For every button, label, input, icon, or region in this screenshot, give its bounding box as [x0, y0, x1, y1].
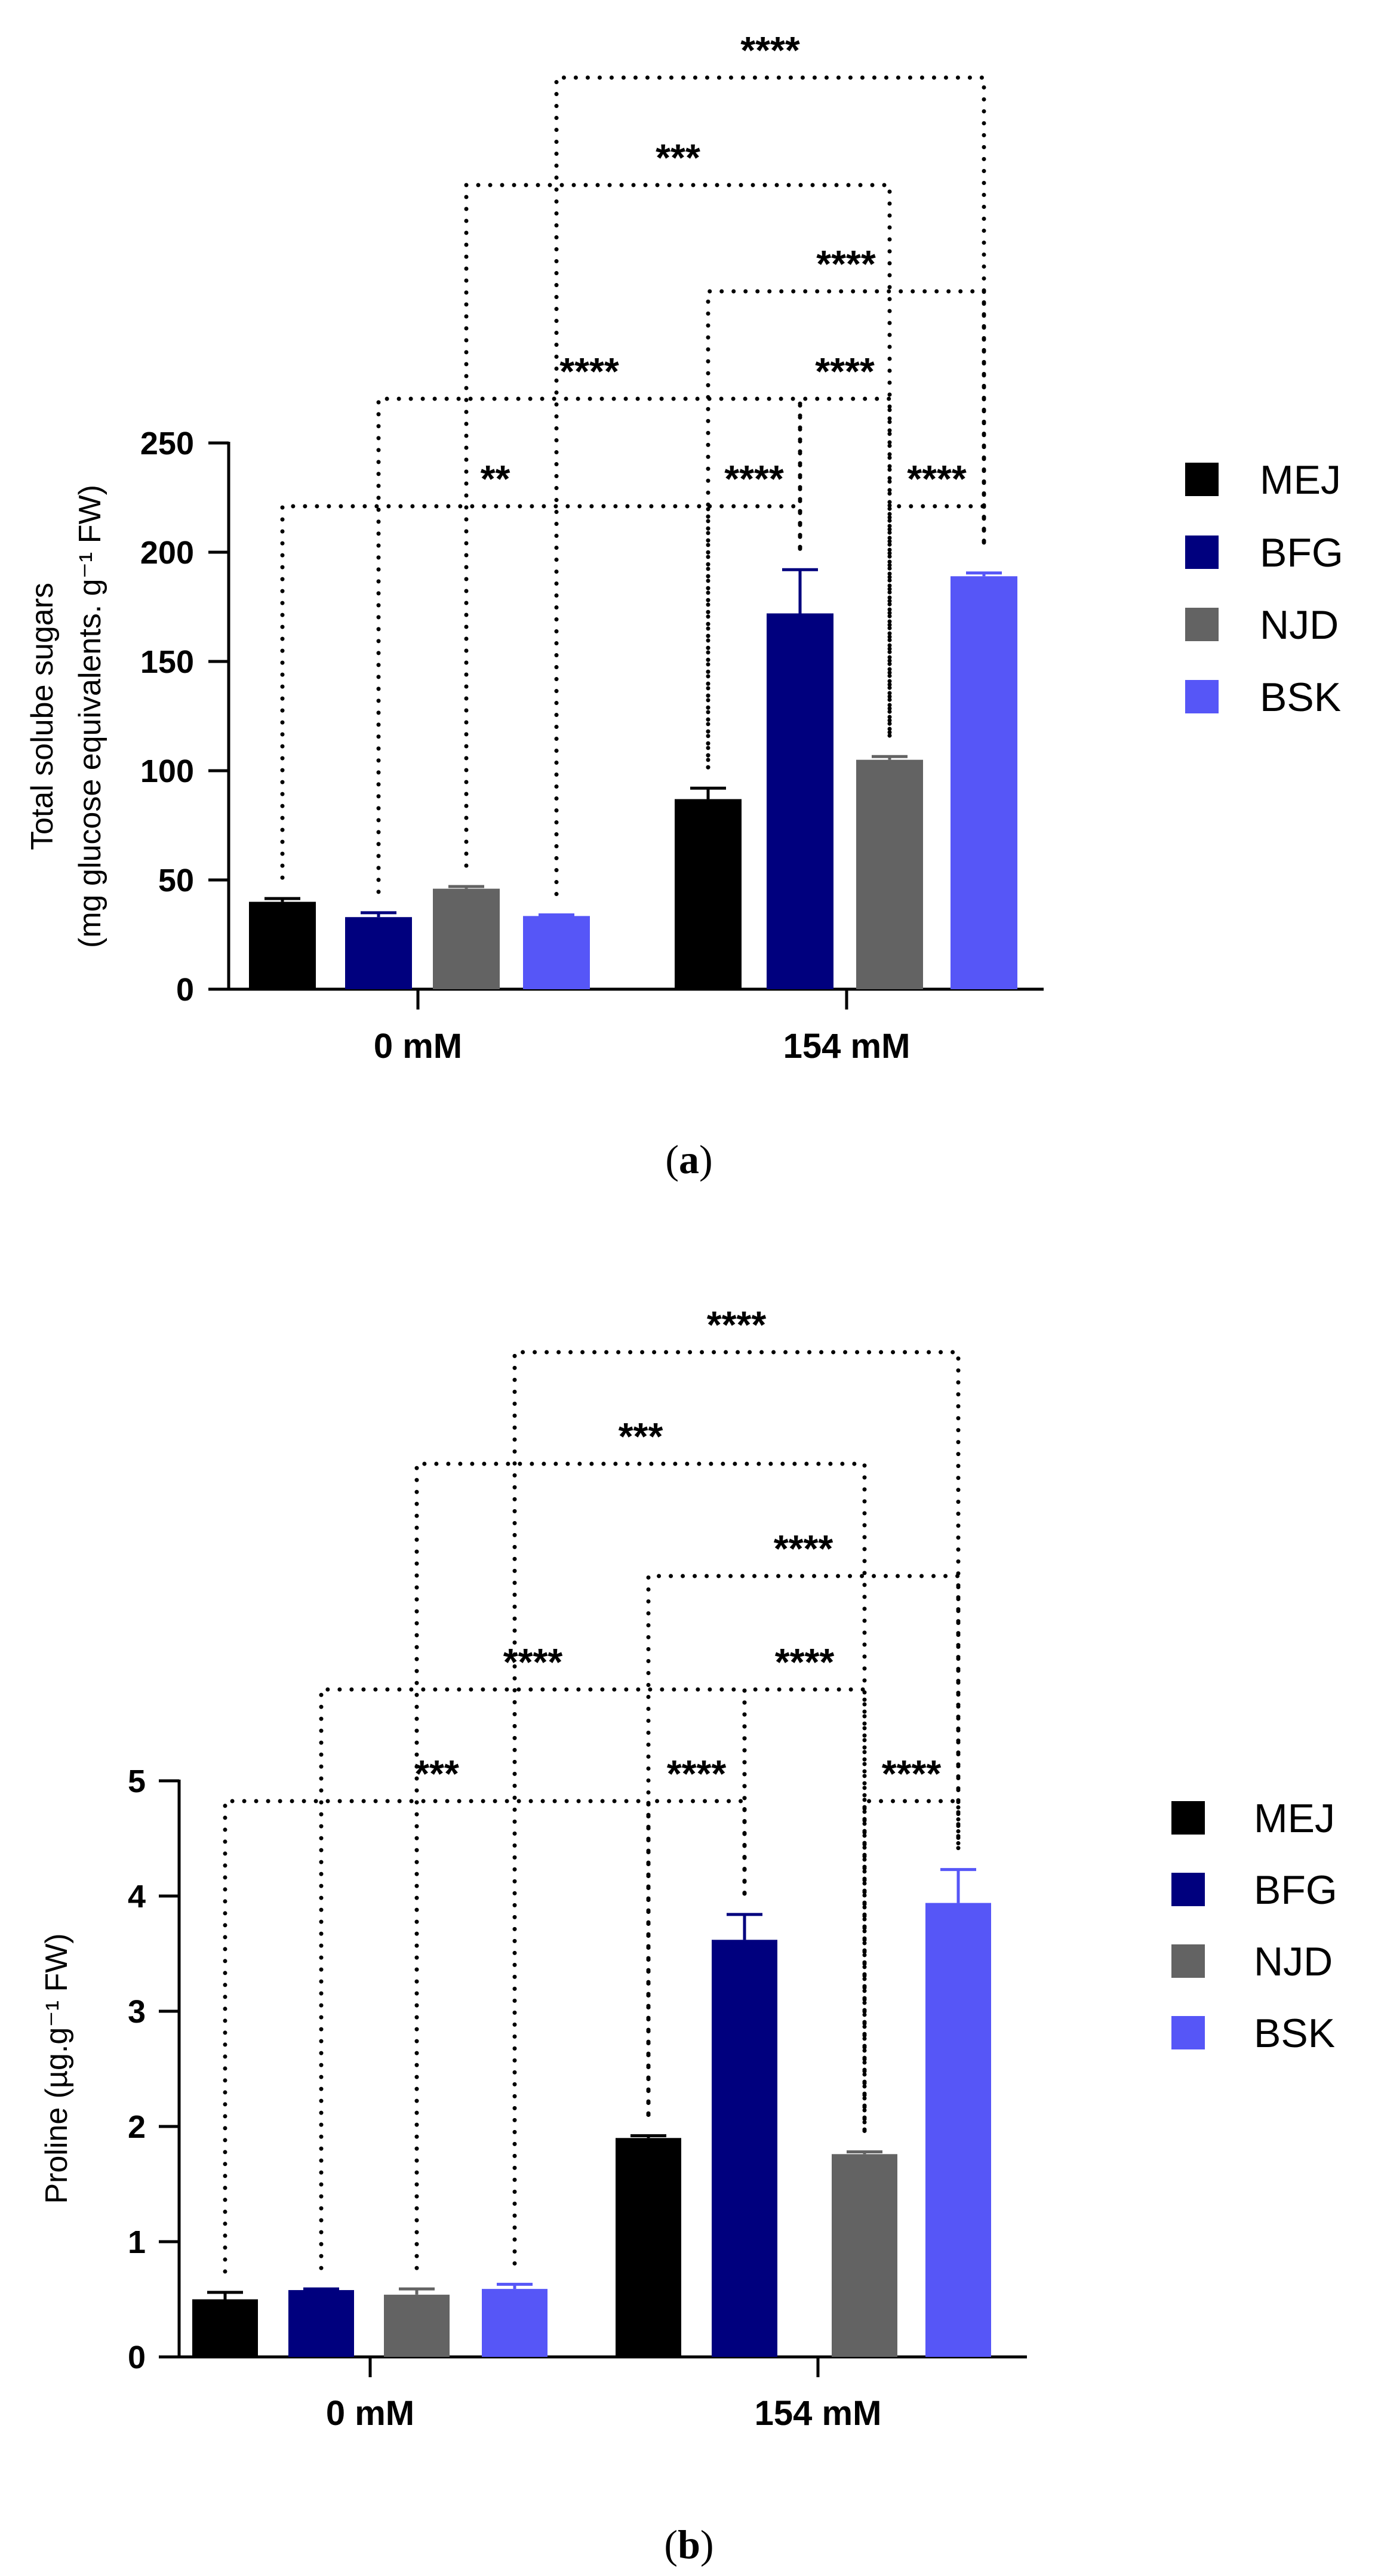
- bar-bfg: [712, 1940, 777, 2357]
- panel-caption: (a): [665, 1137, 712, 1182]
- y-axis-title-units: (mg glucose equivalents. g⁻¹ FW): [73, 485, 107, 948]
- significance-label: ****: [503, 1641, 563, 1684]
- bar-mej: [675, 799, 742, 989]
- bar-bsk: [523, 916, 590, 989]
- panel-caption-part: ): [700, 2522, 714, 2567]
- legend-swatch-bsk: [1171, 2016, 1205, 2049]
- panel-caption-part: b: [678, 2522, 700, 2567]
- y-tick-label: 200: [140, 535, 194, 571]
- bar-mej: [249, 901, 316, 989]
- bar-bsk: [925, 1903, 991, 2357]
- bar-bsk: [482, 2289, 547, 2357]
- bar-njd: [384, 2294, 450, 2357]
- significance-bracket: [512, 1350, 961, 2266]
- x-category-label: 154 mM: [755, 2394, 882, 2433]
- legend-swatch-njd: [1185, 608, 1219, 641]
- y-tick-label: 2: [128, 2109, 146, 2145]
- y-tick-label: 250: [140, 426, 194, 461]
- significance-label: ***: [656, 136, 700, 179]
- legend-label-bfg: BFG: [1254, 1867, 1337, 1913]
- bar-bfg: [767, 613, 833, 989]
- x-category-label: 154 mM: [783, 1027, 911, 1066]
- significance-bracket: [280, 504, 710, 880]
- y-tick-label: 0: [176, 972, 194, 1008]
- bar-njd: [433, 888, 500, 989]
- y-tick-label: 3: [128, 1994, 146, 2030]
- y-tick-label: 0: [128, 2340, 146, 2375]
- legend-swatch-mej: [1171, 1801, 1205, 1835]
- significance-bracket: [376, 396, 802, 894]
- significance-label: ****: [559, 350, 619, 393]
- y-tick-label: 1: [128, 2224, 146, 2260]
- significance-bracket: [554, 75, 986, 897]
- bar-njd: [832, 2154, 897, 2357]
- panel-a: 0 50 100 150 200 250 0 mM 154 mM Total solube su…: [25, 29, 1343, 1182]
- panel-caption-part: (: [664, 2522, 678, 2567]
- significance-label: ****: [707, 1303, 767, 1346]
- legend-swatch-njd: [1171, 1944, 1205, 1978]
- panel-caption-part: a: [679, 1137, 699, 1182]
- significance-label: ****: [775, 1641, 835, 1684]
- significance-bracket: [646, 1574, 961, 2117]
- y-tick-label: 4: [128, 1879, 146, 1915]
- y-tick-label: 100: [140, 753, 194, 789]
- significance-label: ****: [740, 29, 800, 72]
- y-tick-label: 150: [140, 644, 194, 680]
- y-axis-title: Proline (µg.g⁻¹ FW): [39, 1933, 74, 2203]
- significance-bracket: [742, 1687, 867, 2133]
- significance-bracket: [798, 396, 892, 738]
- legend-label-mej: MEJ: [1254, 1796, 1335, 1841]
- legend-swatch-bsk: [1185, 680, 1219, 713]
- legend-label-njd: NJD: [1254, 1939, 1333, 1984]
- bar-bfg: [288, 2290, 354, 2357]
- bar-bfg: [345, 917, 412, 989]
- bar-njd: [856, 759, 923, 989]
- bar-mej: [616, 2138, 681, 2357]
- legend-label-bsk: BSK: [1260, 675, 1341, 720]
- significance-label: ****: [667, 1752, 727, 1795]
- bar-mej: [192, 2299, 258, 2357]
- legend-swatch-bfg: [1185, 535, 1219, 569]
- legend-label-bfg: BFG: [1260, 530, 1343, 575]
- panel-caption: (b): [664, 2522, 713, 2567]
- x-category-label: 0 mM: [326, 2394, 414, 2433]
- panel-caption-part: (: [665, 1137, 679, 1182]
- bar-bsk: [951, 576, 1017, 989]
- y-axis-title: Total solube sugars: [25, 583, 60, 850]
- significance-label: ****: [816, 242, 876, 285]
- x-category-label: 0 mM: [374, 1027, 462, 1066]
- significance-label: ***: [414, 1752, 459, 1795]
- significance-bracket: [223, 1799, 651, 2274]
- significance-bracket: [414, 1461, 867, 2270]
- significance-label: ****: [774, 1527, 833, 1570]
- significance-label: ****: [882, 1752, 942, 1795]
- significance-label: ****: [907, 457, 967, 500]
- significance-label: **: [481, 457, 510, 500]
- y-tick-label: 5: [128, 1764, 146, 1799]
- y-tick-label: 50: [158, 863, 194, 898]
- legend-swatch-bfg: [1171, 1873, 1205, 1906]
- legend-label-mej: MEJ: [1260, 457, 1341, 503]
- significance-label: ***: [619, 1415, 663, 1458]
- legend-label-bsk: BSK: [1254, 2011, 1335, 2056]
- significance-label: ****: [815, 350, 875, 393]
- panel-caption-part: ): [699, 1137, 713, 1182]
- legend-swatch-mej: [1185, 463, 1219, 496]
- legend-label-njd: NJD: [1260, 602, 1339, 648]
- significance-label: ****: [724, 457, 784, 500]
